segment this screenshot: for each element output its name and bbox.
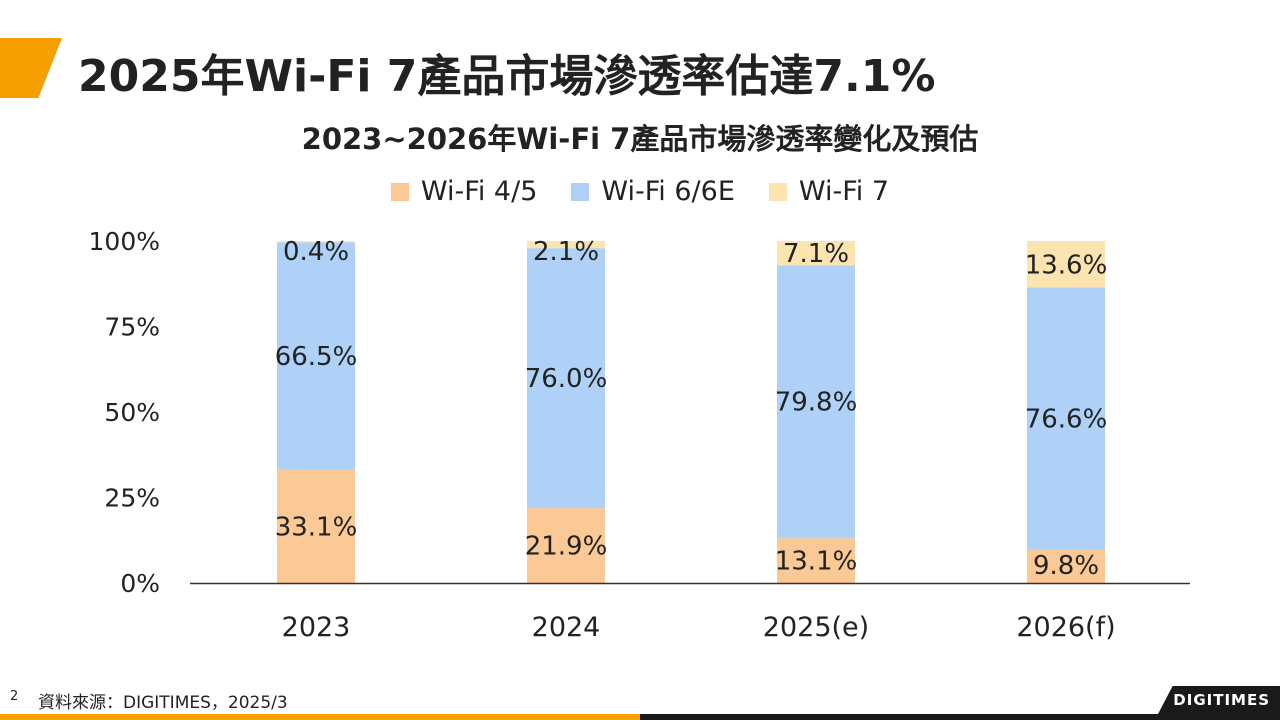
x-tick-label: 2024 [532,612,601,643]
bar-segment [277,469,355,583]
bar-segment [277,241,355,243]
data-label: 76.6% [1025,404,1108,434]
data-label: 13.1% [775,547,858,577]
legend-swatch-wifi7 [768,182,787,201]
page-number: 2 [10,689,19,704]
y-tick-label: 50% [104,398,160,427]
data-label: 0.4% [283,237,349,267]
y-tick-label: 0% [120,569,160,598]
data-label: 9.8% [1033,551,1099,581]
data-label: 21.9% [525,532,608,562]
x-tick-label: 2023 [282,612,351,643]
data-label: 79.8% [775,388,858,418]
bar-segment [527,508,605,583]
digitimes-logo: DIGITIMES [1158,686,1280,714]
footer-bar-dark [640,714,1280,720]
chart-legend: Wi-Fi 4/5 Wi-Fi 6/6E Wi-Fi 7 [0,176,1280,207]
bar-segment [777,241,855,266]
data-label: 2.1% [533,237,599,267]
data-label: 7.1% [783,239,849,269]
legend-item-wifi66e: Wi-Fi 6/6E [571,176,735,207]
legend-label-wifi7: Wi-Fi 7 [798,176,890,207]
bar-segment [1027,549,1105,583]
legend-item-wifi45: Wi-Fi 4/5 [390,176,538,207]
bar-segment [527,241,605,249]
y-tick-label: 25% [104,484,160,513]
bar-segment [1027,241,1105,288]
bar-segment [1027,287,1105,550]
bar-segment [777,265,855,539]
data-label: 66.5% [275,342,358,372]
x-tick-label: 2026(f) [1016,612,1115,643]
legend-swatch-wifi45 [390,182,409,201]
x-tick-label: 2025(e) [763,612,869,643]
footer-bar-orange [0,714,640,720]
y-tick-label: 100% [89,227,160,256]
data-label: 33.1% [275,512,358,542]
legend-swatch-wifi66e [571,182,590,201]
legend-label-wifi45: Wi-Fi 4/5 [420,176,538,207]
bar-segment [777,538,855,583]
source-note: 資料來源：DIGITIMES，2025/3 [38,693,288,713]
bar-segment [277,242,355,470]
chart-title: 2023~2026年Wi-Fi 7產品市場滲透率變化及預估 [301,122,979,156]
slide-title: 2025年Wi-Fi 7產品市場滲透率估達7.1% [78,51,936,102]
legend-label-wifi66e: Wi-Fi 6/6E [601,176,735,207]
data-label: 13.6% [1025,250,1108,280]
data-label: 76.0% [525,364,608,394]
bar-segment [527,248,605,509]
legend-item-wifi7: Wi-Fi 7 [768,176,890,207]
y-tick-label: 75% [104,313,160,342]
